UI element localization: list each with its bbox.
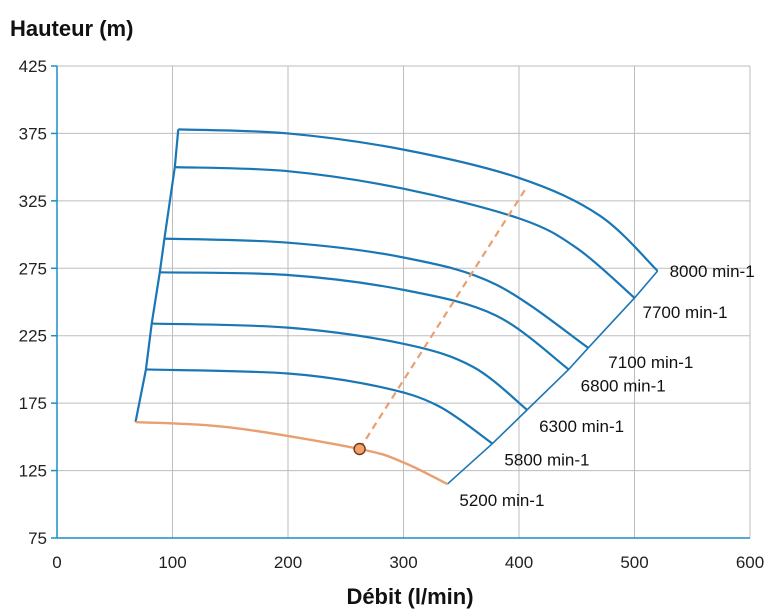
y-tick-label: 175 [19, 394, 47, 413]
operating-line [360, 190, 525, 449]
y-tick-label: 275 [19, 259, 47, 278]
speed-curve-label: 6300 min-1 [539, 417, 624, 436]
operating-point [354, 443, 365, 454]
speed-curve-label: 6800 min-1 [581, 376, 666, 395]
x-tick-label: 200 [274, 553, 302, 572]
x-tick-label: 600 [736, 553, 764, 572]
speed-curve [152, 324, 527, 410]
speed-curve [164, 239, 588, 348]
speed-curve [136, 422, 448, 484]
y-axis-label: Hauteur (m) [10, 16, 133, 41]
left-envelope-line [136, 129, 179, 422]
x-tick-label: 100 [158, 553, 186, 572]
x-tick-label: 400 [505, 553, 533, 572]
speed-curve-label: 5200 min-1 [459, 491, 544, 510]
x-tick-label: 0 [52, 553, 61, 572]
speed-curve-label: 7700 min-1 [643, 303, 728, 322]
speed-curve [160, 272, 569, 369]
y-tick-label: 425 [19, 57, 47, 76]
curve-labels: 8000 min-1 7700 min-1 7100 min-1 6800 min-1… [459, 262, 754, 510]
y-tick-label: 325 [19, 192, 47, 211]
speed-curve-label: 7100 min-1 [608, 353, 693, 372]
speed-curve [178, 129, 657, 271]
x-axis-label: Débit (l/min) [346, 584, 473, 609]
y-tick-label: 125 [19, 462, 47, 481]
y-tick-label: 225 [19, 327, 47, 346]
y-tick-label: 375 [19, 124, 47, 143]
speed-curve-label: 8000 min-1 [670, 262, 755, 281]
x-tick-label: 500 [620, 553, 648, 572]
y-tick-label: 75 [28, 529, 47, 548]
speed-curve-label: 5800 min-1 [504, 451, 589, 470]
speed-curve [175, 167, 635, 298]
x-tick-label: 300 [389, 553, 417, 572]
speed-curve [146, 369, 493, 443]
